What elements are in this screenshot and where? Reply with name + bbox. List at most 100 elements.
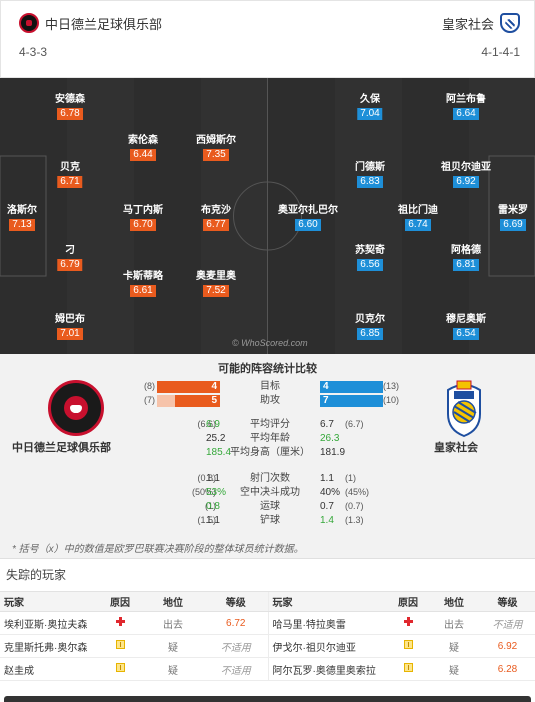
stat-label: 平均评分 [250,419,290,430]
away-player[interactable]: 祖贝尔迪亚 6.92 [441,162,491,188]
away-player-name[interactable]: 伊戈尔·祖贝尔迪亚 [267,634,388,658]
away-prev-value: (13) [383,381,400,391]
away-value: 1.1 [320,473,334,484]
away-player-name[interactable]: 阿尔瓦罗·奥德里奥索拉 [267,657,388,681]
away-value: 7 [323,395,329,406]
away-player[interactable]: 奥亚尔扎巴尔 6.60 [278,205,338,231]
player-rating: 6.85 [357,328,383,340]
home-team-name[interactable]: 中日德兰足球俱乐部 [45,16,163,32]
player-name[interactable]: 西姆斯尔 [196,135,236,146]
home-value: 0.8 [206,501,220,512]
rating-cell: 不适用 [480,611,535,635]
home-bar-fill [157,381,220,393]
watermark: © WhoScored.com [232,338,308,348]
stat-row: (1.5) 1.1 铲球 1.4 (1.3) [140,514,400,527]
player-name[interactable]: 贝克尔 [355,314,385,325]
home-prev-value: (50%) [191,487,216,497]
status-cell: 疑 [428,634,480,658]
home-team[interactable]: 中日德兰足球俱乐部 [19,13,162,33]
away-player[interactable]: 苏契奇 6.56 [355,245,385,271]
home-value: 1.1 [206,515,220,526]
doubt-icon [403,663,413,672]
reason-cell [388,634,428,658]
player-rating: 6.56 [357,259,383,271]
stat-label: 空中决斗成功 [240,487,300,498]
home-player[interactable]: 洛斯尔 7.13 [7,205,37,231]
player-name[interactable]: 安德森 [55,94,85,105]
home-player-name[interactable]: 克里斯托弗·奥尔森 [0,634,98,658]
away-player[interactable]: 久保 7.04 [357,94,383,120]
player-rating: 7.13 [9,219,35,231]
home-value: 25.2 [206,433,226,444]
away-value: 4 [323,381,329,392]
player-rating: 6.70 [130,219,156,231]
home-player[interactable]: 卡斯蒂略 6.61 [123,271,163,297]
home-player[interactable]: 布克沙 6.77 [201,205,231,231]
away-player[interactable]: 贝克尔 6.85 [355,314,385,340]
home-player[interactable]: 贝克 6.71 [57,162,83,188]
player-name[interactable]: 布克沙 [201,205,231,216]
away-player[interactable]: 阿格德 6.81 [451,245,481,271]
home-player[interactable]: 奥麦里奥 7.52 [196,271,236,297]
home-player[interactable]: 马丁内斯 6.70 [123,205,163,231]
player-name[interactable]: 阿格德 [451,245,481,256]
away-player[interactable]: 穆尼奥斯 6.54 [446,314,486,340]
player-name[interactable]: 马丁内斯 [123,205,163,216]
player-name[interactable]: 刁 [65,245,75,256]
home-player-name[interactable]: 埃利亚斯·奥拉夫森 [0,611,98,635]
stat-row: (6.6) 6.9 平均评分 6.7 (6.7) [140,418,400,431]
home-player[interactable]: 西姆斯尔 7.35 [196,135,236,161]
player-rating: 7.52 [203,285,229,297]
home-player[interactable]: 刁 6.79 [57,245,83,271]
player-name[interactable]: 奥亚尔扎巴尔 [278,205,338,216]
player-name[interactable]: 雷米罗 [498,205,528,216]
player-name[interactable]: 奥麦里奥 [196,271,236,282]
away-player[interactable]: 门德斯 6.83 [355,162,385,188]
stat-row: (0.8) 1.1 射门次数 1.1 (1) [140,472,400,485]
player-name[interactable]: 索伦森 [128,135,158,146]
player-rating: 6.79 [57,259,83,271]
match-header: 中日德兰足球俱乐部 4-3-3 皇家社会 4-1-4-1 [0,0,535,78]
player-name[interactable]: 久保 [360,94,380,105]
away-bar-fill [320,381,383,393]
away-team-caption[interactable]: 皇家社会 [434,442,478,454]
rating-cell: 6.28 [480,657,535,681]
player-name[interactable]: 门德斯 [355,162,385,173]
player-name[interactable]: 阿兰布鲁 [446,94,486,105]
away-player[interactable]: 阿兰布鲁 6.64 [446,94,486,120]
home-player[interactable]: 安德森 6.78 [55,94,85,120]
player-name[interactable]: 穆尼奥斯 [446,314,486,325]
injury-icon [403,617,413,626]
player-name[interactable]: 姆巴布 [55,314,85,325]
home-prev-value: (1.5) [197,515,216,525]
away-player[interactable]: 雷米罗 6.69 [498,205,528,231]
home-value: 53% [206,487,227,498]
player-name[interactable]: 洛斯尔 [7,205,37,216]
away-player-name[interactable]: 哈马里·特拉奥雷 [267,611,388,635]
player-rating: 6.69 [500,219,526,231]
player-name[interactable]: 祖比门迪 [398,205,438,216]
home-team-caption[interactable]: 中日德兰足球俱乐部 [12,442,111,454]
player-rating: 6.83 [357,176,383,188]
away-team[interactable]: 皇家社会 [442,13,520,33]
home-player[interactable]: 姆巴布 7.01 [55,314,85,340]
player-name[interactable]: 贝克 [60,162,80,173]
reason-cell [388,657,428,681]
away-player[interactable]: 祖比门迪 6.74 [398,205,438,231]
home-prev-value: (6.6) [197,419,216,429]
home-player-name[interactable]: 赵圭成 [0,657,98,681]
stat-row-goals: (8) 4 目标 4 (13) [140,381,400,393]
rating-cell: 不适用 [204,657,268,681]
reason-cell [98,611,142,635]
doubt-icon [403,640,413,649]
player-name[interactable]: 祖贝尔迪亚 [441,162,491,173]
player-name[interactable]: 卡斯蒂略 [123,271,163,282]
stats-footnote: * 括号（x）中的数值是欧罗巴联赛决赛阶段的整体球员统计数据。 [12,544,304,555]
away-team-name[interactable]: 皇家社会 [441,16,494,32]
home-bar-fill [175,395,220,407]
away-value: 6.7 [320,419,334,430]
doubt-icon [115,663,125,672]
home-player[interactable]: 索伦森 6.44 [128,135,158,161]
player-rating: 6.54 [453,328,479,340]
player-name[interactable]: 苏契奇 [355,245,385,256]
